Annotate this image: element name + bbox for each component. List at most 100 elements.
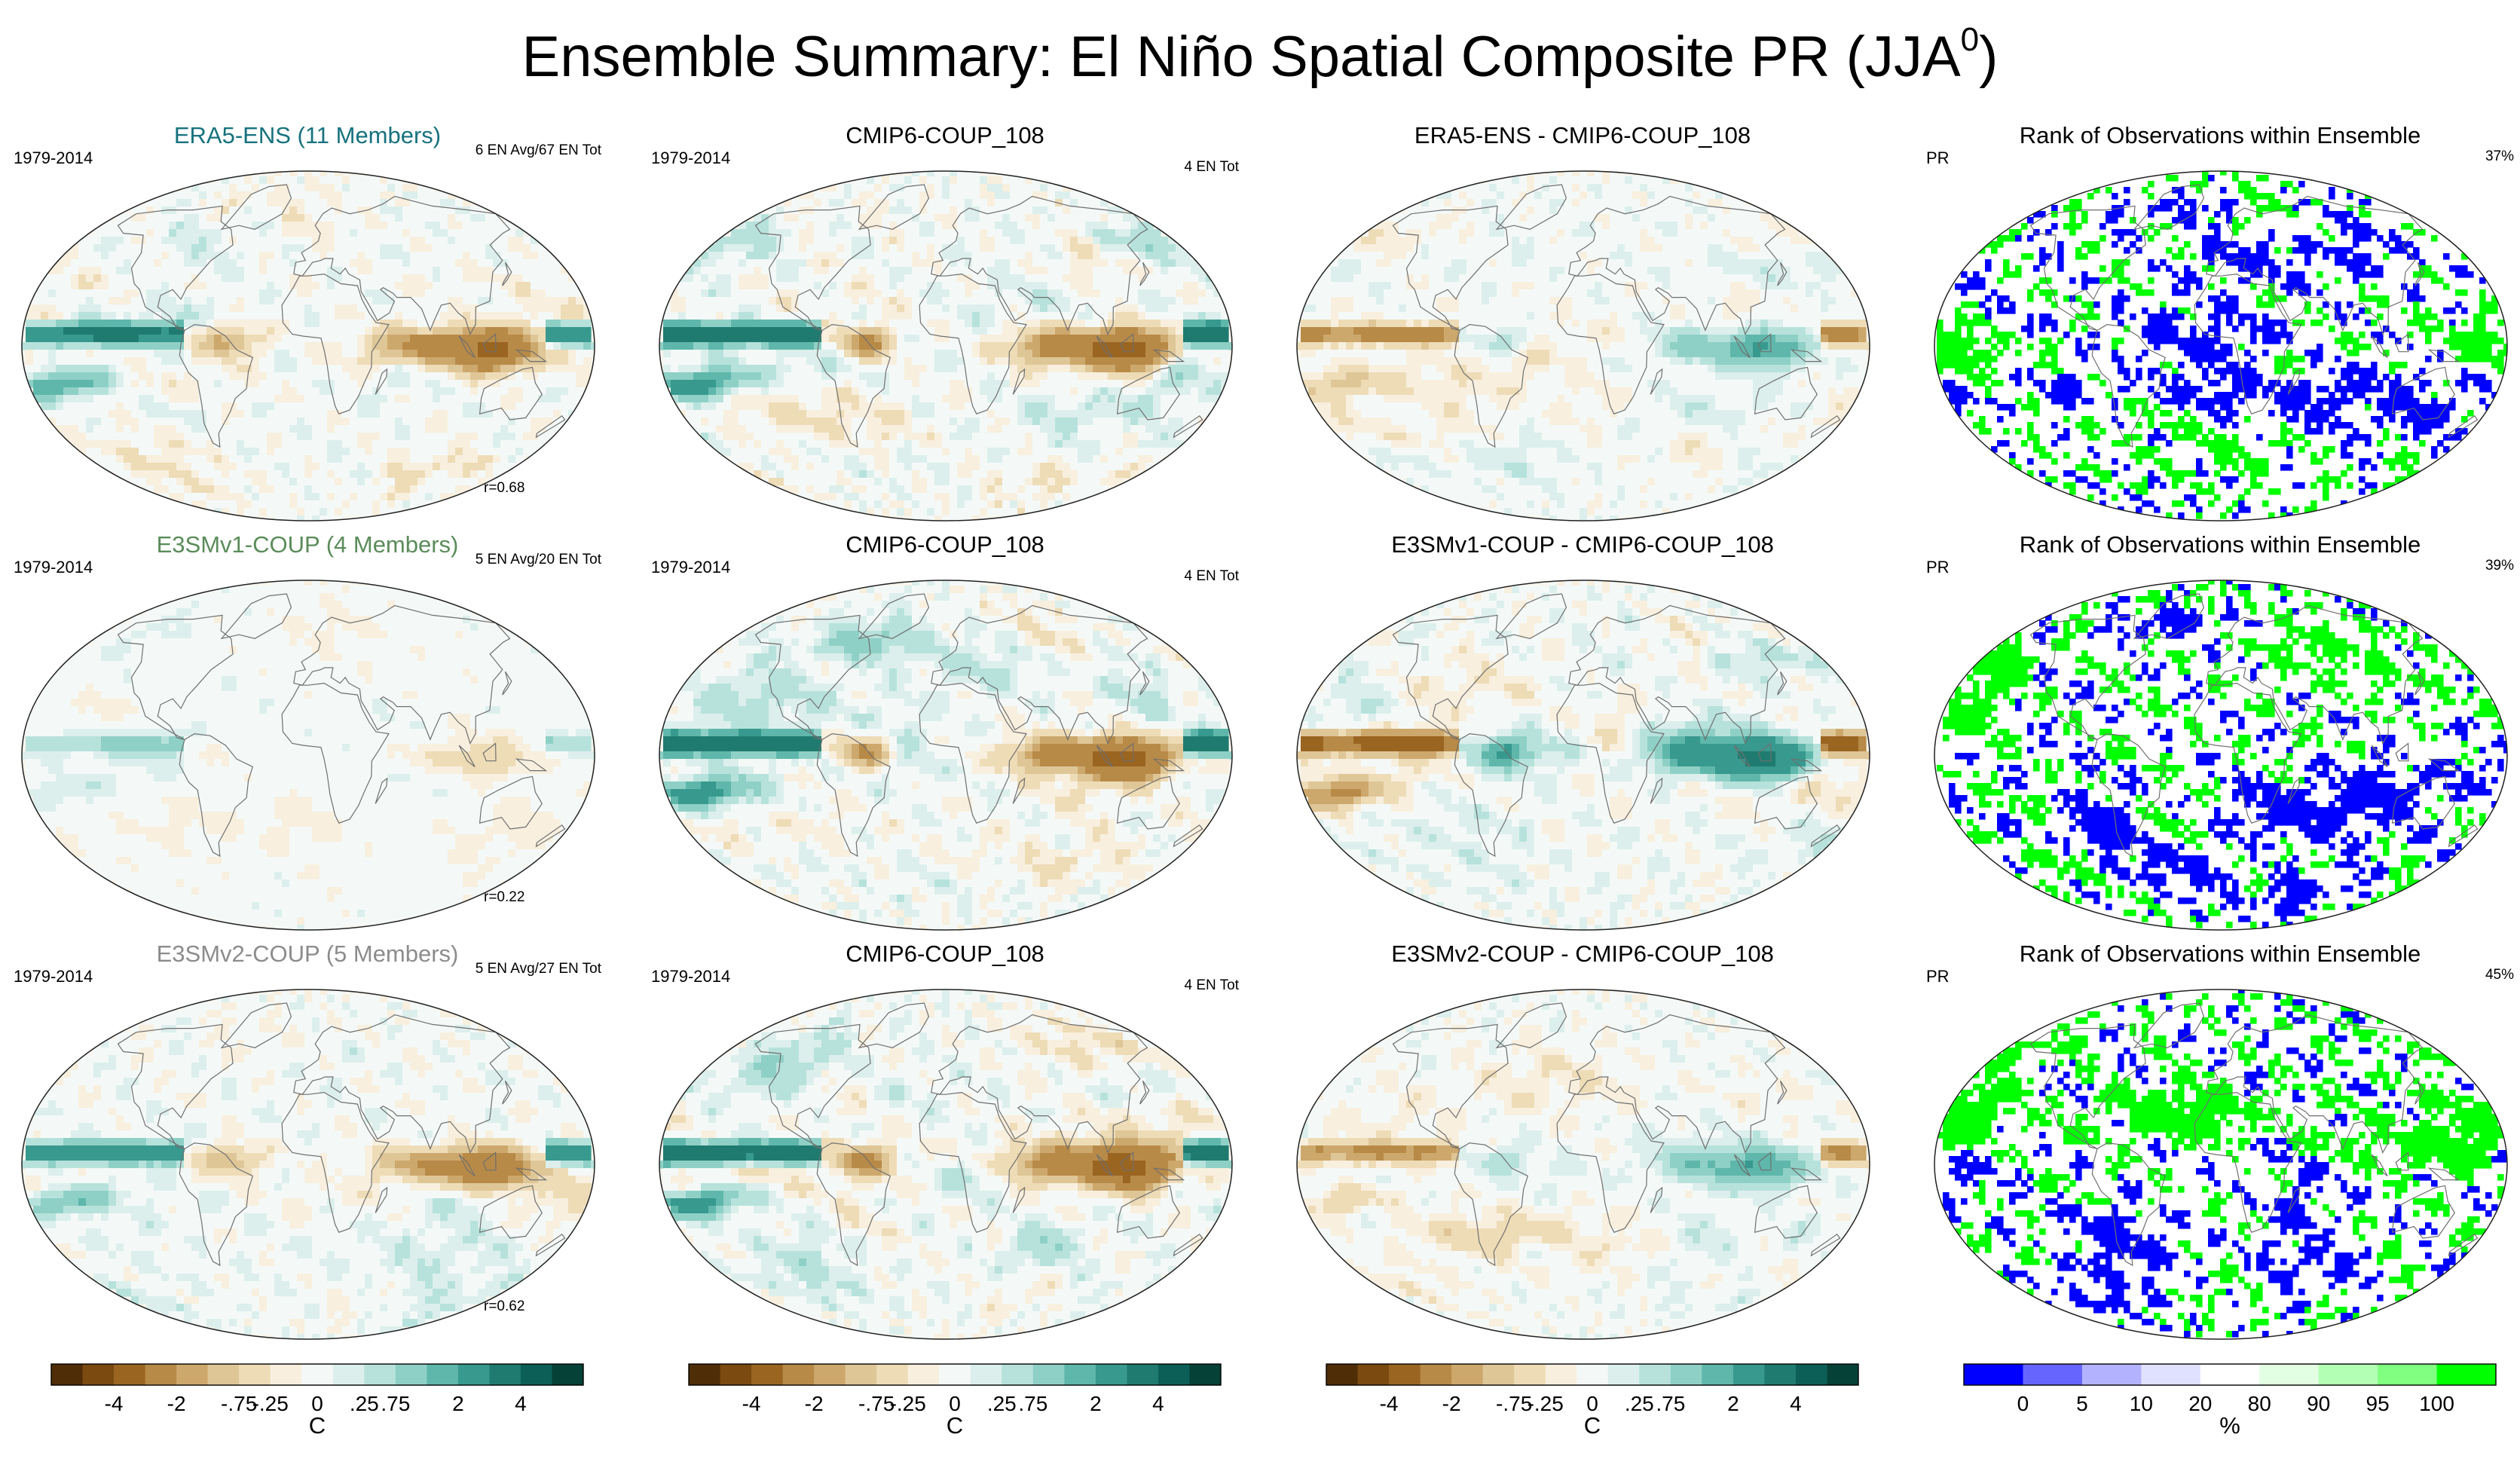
colorbar-tick-label: .75 xyxy=(1656,1391,1685,1417)
coastlines xyxy=(117,593,566,858)
map-field xyxy=(659,989,1232,1339)
panel-period-label: 1979-2014 xyxy=(651,966,730,987)
map-field xyxy=(1297,989,1870,1339)
coastlines xyxy=(754,593,1203,858)
colorbar-swatch xyxy=(1795,1364,1827,1385)
colorbar: 0 5 10 20 80 90 95 100% xyxy=(1937,1363,2520,1445)
map-field xyxy=(1934,580,2507,930)
colorbar-swatch xyxy=(1639,1364,1671,1385)
colorbar-tick-label: -2 xyxy=(1442,1391,1461,1417)
map-panel: ERA5-ENS - CMIP6-COUP_108 xyxy=(1289,121,1876,528)
coastlines xyxy=(2029,1002,2479,1267)
panel-count-label: 4 EN Tot xyxy=(1184,567,1239,586)
map-panel: CMIP6-COUP_108 1979-2014 4 EN Tot xyxy=(651,939,1239,1346)
colorbar-swatch xyxy=(270,1364,302,1385)
map-outline xyxy=(1296,170,1870,521)
colorbar: -4 -2 -.75 -.25 0 .25.75 2 4 C xyxy=(662,1363,1249,1445)
colorbar-swatch xyxy=(2259,1364,2320,1385)
panel-period-label: PR xyxy=(1926,148,1950,169)
colorbar-swatch xyxy=(1002,1364,1034,1385)
colorbar-swatch xyxy=(1482,1364,1515,1385)
panel-title: Rank of Observations within Ensemble xyxy=(1926,939,2514,969)
map-outline xyxy=(659,989,1233,1340)
correlation-label: r=0.68 xyxy=(484,479,524,497)
colorbar-tick-label: -.25 xyxy=(252,1391,289,1417)
robinson-map xyxy=(21,989,595,1340)
colorbar-swatch xyxy=(364,1364,396,1385)
colorbar-swatch xyxy=(301,1364,334,1385)
colorbar-tick-label: 0 xyxy=(311,1391,323,1417)
colorbar-swatch xyxy=(1964,1364,2023,1385)
map-outline xyxy=(1934,170,2508,521)
map-field xyxy=(659,580,1232,930)
colorbar-tick-label: -2 xyxy=(805,1391,824,1417)
colorbar-swatch xyxy=(845,1364,877,1385)
colorbar-tick-label: -4 xyxy=(105,1391,124,1417)
colorbar-swatch xyxy=(720,1364,752,1385)
panel-title: E3SMv1-COUP - CMIP6-COUP_108 xyxy=(1289,530,1876,560)
colorbar-swatch xyxy=(114,1364,146,1385)
coastlines xyxy=(754,184,1203,448)
coastlines xyxy=(117,184,566,448)
coastlines xyxy=(1392,1002,1841,1267)
colorbar-tick-label: 2 xyxy=(1727,1391,1739,1417)
panel-period-label: 1979-2014 xyxy=(651,557,730,578)
colorbar-tick-label: 4 xyxy=(515,1391,527,1417)
colorbar-swatch xyxy=(2436,1364,2497,1385)
colorbar-swatch xyxy=(2200,1364,2260,1385)
robinson-map xyxy=(21,170,595,521)
robinson-map xyxy=(1296,170,1870,521)
panel-count-label: 4 EN Tot xyxy=(1184,977,1239,995)
colorbar-swatch xyxy=(427,1364,459,1385)
colorbar-swatch xyxy=(814,1364,846,1385)
map-field xyxy=(1934,171,2507,521)
colorbar-swatch xyxy=(332,1364,365,1385)
robinson-map xyxy=(659,580,1233,931)
map-panel: ERA5-ENS (11 Members) 1979-2014 6 EN Avg/6… xyxy=(14,121,601,528)
map-outline xyxy=(659,580,1233,931)
panel-title: ERA5-ENS (11 Members) xyxy=(14,121,601,151)
panel-title: ERA5-ENS - CMIP6-COUP_108 xyxy=(1289,121,1876,151)
colorbar-tick-label: .25 xyxy=(1625,1391,1654,1417)
map-outline xyxy=(21,989,595,1340)
colorbar-swatch xyxy=(782,1364,815,1385)
map-field xyxy=(22,989,595,1339)
colorbar-swatch xyxy=(489,1364,521,1385)
colorbar-swatch xyxy=(1764,1364,1797,1385)
robinson-map xyxy=(659,989,1233,1340)
panel-period-label: PR xyxy=(1926,557,1950,578)
colorbar-swatch xyxy=(1127,1364,1159,1385)
colorbar-tick-label: -4 xyxy=(742,1391,761,1417)
map-field xyxy=(22,171,595,521)
panel-title: CMIP6-COUP_108 xyxy=(651,939,1239,969)
robinson-map xyxy=(659,170,1233,521)
colorbar-swatch xyxy=(2023,1364,2083,1385)
panel-title: E3SMv2-COUP (5 Members) xyxy=(14,939,601,969)
correlation-label: r=0.22 xyxy=(484,889,524,907)
colorbar-swatch xyxy=(1514,1364,1546,1385)
coastlines xyxy=(754,1002,1203,1267)
colorbar-swatch xyxy=(1607,1364,1640,1385)
panel-title: Rank of Observations within Ensemble xyxy=(1926,121,2514,151)
colorbar-swatch xyxy=(2141,1364,2201,1385)
colorbar-swatch xyxy=(2081,1364,2142,1385)
colorbar-swatch xyxy=(1702,1364,1734,1385)
colorbar-swatch xyxy=(1357,1364,1390,1385)
colorbar-tick-label: 95 xyxy=(2366,1391,2390,1417)
colorbar-tick-label: 0 xyxy=(1586,1391,1598,1417)
map-outline xyxy=(1296,989,1870,1340)
colorbar-swatch xyxy=(82,1364,115,1385)
colorbar-tick-label: -.25 xyxy=(890,1391,926,1417)
colorbar-tick-label: -2 xyxy=(167,1391,186,1417)
colorbar-swatch xyxy=(689,1364,721,1385)
map-panel: CMIP6-COUP_108 1979-2014 4 EN Tot xyxy=(651,530,1239,937)
colorbar-tick-label: .75 xyxy=(1018,1391,1047,1417)
robinson-map xyxy=(1296,580,1870,931)
map-outline xyxy=(1934,580,2508,931)
panel-count-label: 37% xyxy=(2485,148,2514,166)
coastlines xyxy=(117,1002,566,1267)
map-field xyxy=(659,171,1232,521)
colorbar-tick-label: .25 xyxy=(350,1391,379,1417)
colorbar-swatch xyxy=(520,1364,552,1385)
map-outline xyxy=(21,580,595,931)
